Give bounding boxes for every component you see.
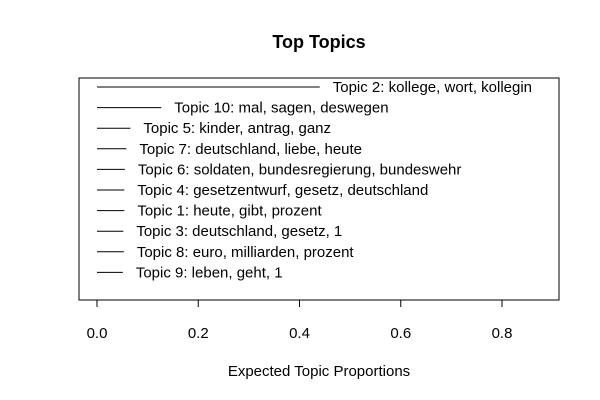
x-axis: 0.0 0.2 0.4 0.6 0.8 [87,299,513,342]
x-tick-label: 0.0 [87,325,108,342]
x-tick-label: 0.2 [188,325,209,342]
x-axis-label: Expected Topic Proportions [228,363,410,380]
topic-label: Topic 8: euro, milliarden, prozent [137,244,355,261]
topic-label: Topic 6: soldaten, bundesregierung, bund… [138,161,462,178]
x-tick-label: 0.8 [492,325,513,342]
chart-title: Top Topics [272,32,365,52]
topic-label: Topic 3: deutschland, gesetz, 1 [136,223,342,240]
topic-label: Topic 4: gesetzentwurf, gesetz, deutschl… [137,182,428,199]
topic-label: Topic 2: kollege, wort, kollegin [333,79,532,96]
topic-marks: Topic 2: kollege, wort, kollegin Topic 10… [97,79,532,281]
topic-label: Topic 10: mal, sagen, deswegen [174,100,388,117]
topic-label: Topic 1: heute, gibt, prozent [137,203,322,220]
x-tick-label: 0.4 [289,325,310,342]
x-tick-label: 0.6 [390,325,411,342]
topic-label: Topic 9: leben, geht, 1 [136,264,283,281]
topic-label: Topic 5: kinder, antrag, ganz [143,120,331,137]
topic-label: Topic 7: deutschland, liebe, heute [139,141,362,158]
